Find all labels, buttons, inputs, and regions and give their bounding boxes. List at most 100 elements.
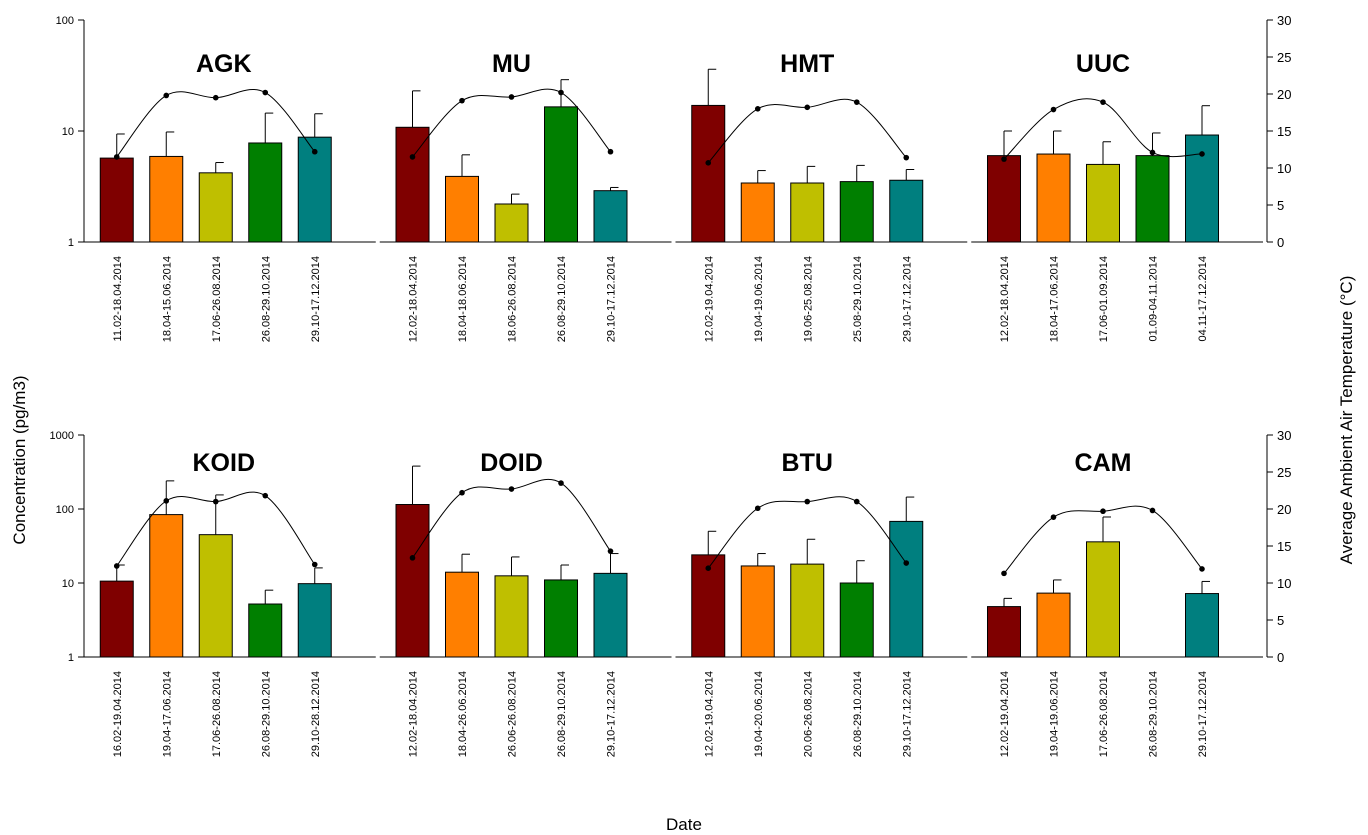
bar xyxy=(889,179,924,243)
group-label: MU xyxy=(492,50,531,78)
bar xyxy=(99,157,134,243)
x-tick-label: 12.02-19.04.2014 xyxy=(703,671,715,757)
right-axis-tick-label: 15 xyxy=(1277,124,1291,139)
x-tick-label: 19.06-25.08.2014 xyxy=(802,256,814,342)
bar xyxy=(1185,134,1219,243)
temperature-point xyxy=(262,492,269,499)
left-axis-tick-label: 10 xyxy=(62,578,74,590)
bar xyxy=(99,580,134,658)
temperature-point xyxy=(804,498,811,505)
x-tick-label: 29.10-17.12.2014 xyxy=(1197,671,1209,757)
bar xyxy=(297,583,332,658)
x-tick-label: 16.02-19.04.2014 xyxy=(112,671,124,757)
x-tick-label: 12.02-19.04.2014 xyxy=(703,256,715,342)
bar xyxy=(494,203,529,243)
group-label: AGK xyxy=(196,50,252,78)
right-axis-tick-label: 20 xyxy=(1277,502,1291,517)
temperature-point xyxy=(508,486,515,492)
x-tick-label: 18.04-26.06.2014 xyxy=(457,671,469,757)
temperature-point xyxy=(1001,570,1007,577)
x-tick-label: 26.08-29.10.2014 xyxy=(556,256,568,342)
temperature-point xyxy=(212,498,219,505)
right-axis-tick-label: 25 xyxy=(1277,465,1291,480)
x-tick-label: 17.06-26.08.2014 xyxy=(1098,671,1110,757)
temperature-point xyxy=(1199,566,1205,572)
temperature-point xyxy=(607,548,614,554)
bar xyxy=(248,142,283,243)
x-tick-label: 26.06-26.08.2014 xyxy=(507,671,519,757)
bar xyxy=(248,603,283,658)
temperature-point xyxy=(212,94,219,101)
temperature-point xyxy=(1199,151,1205,157)
left-axis-tick-label: 100 xyxy=(56,504,74,516)
bar xyxy=(445,571,479,658)
x-tick-label: 01.09-04.11.2014 xyxy=(1148,256,1160,341)
right-axis-tick-label: 5 xyxy=(1277,198,1284,213)
x-tick-label: 17.06-26.08.2014 xyxy=(211,256,223,342)
x-tick-label: 19.04-20.06.2014 xyxy=(753,671,765,757)
right-axis-tick-label: 30 xyxy=(1277,13,1291,28)
bar xyxy=(544,579,578,658)
bar xyxy=(1036,153,1071,243)
x-tick-label: 19.04-19.06.2014 xyxy=(1049,671,1061,757)
x-tick-label: 17.06-01.09.2014 xyxy=(1098,256,1110,342)
left-axis-tick-label: 100 xyxy=(56,15,74,27)
group-label: DOID xyxy=(480,449,543,477)
bar xyxy=(198,172,233,243)
x-axis-title: Date xyxy=(666,815,702,834)
bar xyxy=(740,565,775,658)
x-tick-label: 04.11-17.12.2014 xyxy=(1197,256,1209,341)
bar xyxy=(740,182,775,243)
group-uuc: UUC 12.02-18.04.2014 18.04-17.06.2014 17.06… xyxy=(971,50,1263,342)
x-tick-label: 17.06-26.08.2014 xyxy=(211,671,223,757)
x-tick-label: 29.10-17.12.2014 xyxy=(606,256,618,342)
group-btu: BTU 12.02-19.04.2014 19.04-20.06.2014 20.06… xyxy=(675,449,968,757)
group-agk: AGK 11.02-18.04.2014 18.04-15.06.2014 17.06… xyxy=(84,50,376,342)
temperature-point xyxy=(705,565,712,571)
x-tick-label: 18.04-18.06.2014 xyxy=(457,256,469,342)
x-tick-label: 11.02-18.04.2014 xyxy=(112,256,124,341)
temperature-point xyxy=(1050,106,1057,113)
right-axis-tick-label: 15 xyxy=(1277,539,1291,554)
temperature-point xyxy=(163,92,170,99)
x-tick-label: 19.04-19.06.2014 xyxy=(753,256,765,342)
x-tick-label: 26.08-29.10.2014 xyxy=(260,256,272,342)
temperature-point xyxy=(409,154,416,160)
temperature-point xyxy=(853,99,860,105)
bar xyxy=(1086,163,1120,243)
x-tick-label: 29.10-17.12.2014 xyxy=(310,256,322,342)
x-tick-label: 29.10-17.12.2014 xyxy=(606,671,618,757)
x-tick-label: 25.08-29.10.2014 xyxy=(852,256,864,342)
x-tick-label: 26.08-29.10.2014 xyxy=(852,671,864,757)
bar xyxy=(593,572,628,658)
temperature-point xyxy=(754,505,761,512)
bar xyxy=(790,182,825,243)
temperature-point xyxy=(1100,508,1106,515)
temperature-point xyxy=(754,106,761,112)
temperature-point xyxy=(1050,514,1057,520)
temperature-point xyxy=(705,160,712,166)
temperature-point xyxy=(459,97,465,104)
x-tick-label: 26.08-29.10.2014 xyxy=(556,671,568,757)
temperature-point xyxy=(903,560,910,566)
temperature-point xyxy=(853,498,860,505)
group-label: KOID xyxy=(193,449,256,477)
temperature-point xyxy=(459,489,465,496)
bar xyxy=(790,563,825,658)
left-axis-tick-label: 1000 xyxy=(50,430,74,442)
group-label: CAM xyxy=(1075,449,1132,477)
bar xyxy=(1135,155,1170,243)
panel-row-0: 1 10 100 0 5 10 15 20 25 30 AGK 11.02-18.04.2014 18.… xyxy=(56,13,1292,342)
bar xyxy=(544,106,578,243)
x-tick-label: 29.10-17.12.2014 xyxy=(901,671,913,757)
temperature-point xyxy=(804,104,811,111)
bar xyxy=(691,104,726,243)
right-axis-tick-label: 10 xyxy=(1277,161,1291,176)
temperature-point xyxy=(903,154,910,161)
bar xyxy=(593,190,628,243)
right-axis-tick-label: 5 xyxy=(1277,613,1284,628)
panel-row-1: 1 10 100 1000 0 5 10 15 20 25 30 KOID 16.02-19.04.20… xyxy=(50,428,1292,757)
right-axis-tick-label: 30 xyxy=(1277,428,1291,443)
x-tick-label: 12.02-19.04.2014 xyxy=(999,671,1011,757)
